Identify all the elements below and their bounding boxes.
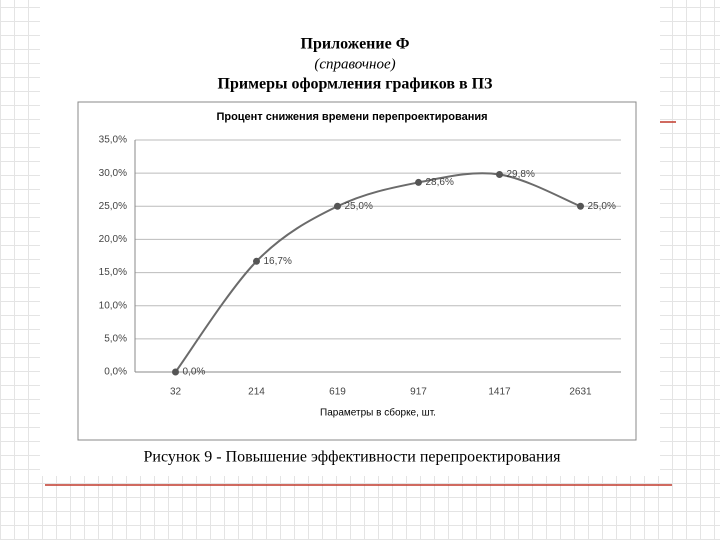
y-tick-label: 10,0% — [99, 300, 127, 311]
y-tick-label: 5,0% — [104, 333, 127, 344]
y-tick-label: 20,0% — [99, 234, 127, 245]
x-tick-label: 214 — [248, 387, 265, 398]
data-label: 25,0% — [345, 201, 373, 212]
y-tick-label: 35,0% — [99, 135, 127, 146]
marker — [415, 178, 422, 186]
data-label: 0,0% — [183, 367, 206, 378]
note: (справочное) — [314, 56, 395, 72]
doc-title: Примеры оформления графиков в ПЗ — [218, 76, 494, 93]
marker — [172, 368, 179, 376]
chart-frame — [77, 101, 637, 441]
data-label: 29,8% — [507, 169, 535, 180]
x-tick-label: 2631 — [569, 387, 592, 398]
chart-title: Процент снижения времени перепроектирова… — [216, 111, 487, 123]
marker — [334, 202, 341, 210]
x-axis-title: Параметры в сборке, шт. — [320, 407, 436, 419]
data-label: 25,0% — [588, 201, 616, 212]
x-tick-label: 32 — [170, 387, 182, 398]
line — [174, 172, 581, 373]
marker — [577, 202, 584, 210]
data-label: 16,7% — [264, 256, 292, 267]
marker — [496, 170, 503, 178]
x-tick-label: 1417 — [488, 387, 511, 398]
y-tick-label: 0,0% — [104, 367, 127, 378]
marker — [253, 257, 260, 265]
y-tick-label: 25,0% — [99, 201, 127, 212]
x-tick-label: 917 — [410, 387, 427, 398]
y-tick-label: 15,0% — [99, 267, 127, 278]
appendix: Приложение Ф — [301, 36, 410, 53]
x-tick-label: 619 — [329, 387, 346, 398]
data-label: 28,6% — [426, 177, 454, 188]
y-tick-label: 30,0% — [99, 168, 127, 179]
caption: Рисунок 9 - Повышение эффективности пере… — [144, 449, 562, 466]
